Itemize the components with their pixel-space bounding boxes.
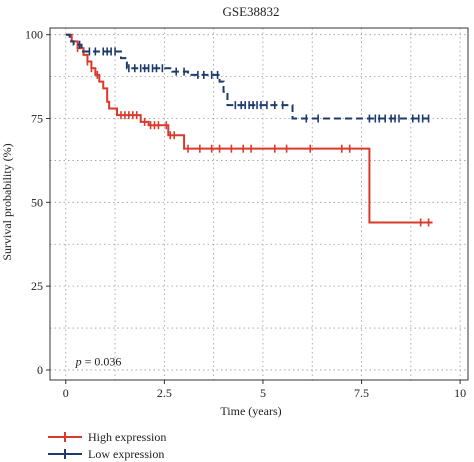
x-tick-label: 2.5 — [157, 386, 172, 400]
chart-title: GSE38832 — [222, 4, 279, 19]
x-tick-label: 0 — [63, 386, 69, 400]
y-tick-label: 50 — [31, 195, 43, 209]
legend-label-low-expression: Low expression — [88, 447, 164, 461]
p-value-symbol: p — [75, 355, 82, 369]
high-expression-curve — [65, 33, 433, 224]
x-tick-label: 10 — [454, 386, 466, 400]
y-tick-label: 100 — [25, 28, 43, 42]
low-expression-curve — [65, 33, 433, 120]
y-axis-label: Survival probability (%) — [0, 143, 14, 260]
legend-label-high-expression: High expression — [88, 430, 166, 444]
p-value-annotation: p = 0.036 — [75, 355, 122, 369]
x-axis: 0 2.5 5 7.5 10 — [63, 380, 466, 400]
p-value-number: = 0.036 — [82, 355, 122, 369]
y-tick-label: 25 — [31, 279, 43, 293]
curves — [65, 33, 433, 227]
legend: High expression Low expression — [48, 430, 166, 461]
grid — [50, 28, 468, 380]
plot-frame — [49, 27, 469, 381]
y-axis: 0 25 50 75 100 — [25, 28, 50, 377]
x-axis-label: Time (years) — [220, 404, 281, 418]
x-tick-label: 7.5 — [354, 386, 369, 400]
x-tick-label: 5 — [260, 386, 266, 400]
y-tick-label: 75 — [31, 112, 43, 126]
y-tick-label: 0 — [37, 363, 43, 377]
